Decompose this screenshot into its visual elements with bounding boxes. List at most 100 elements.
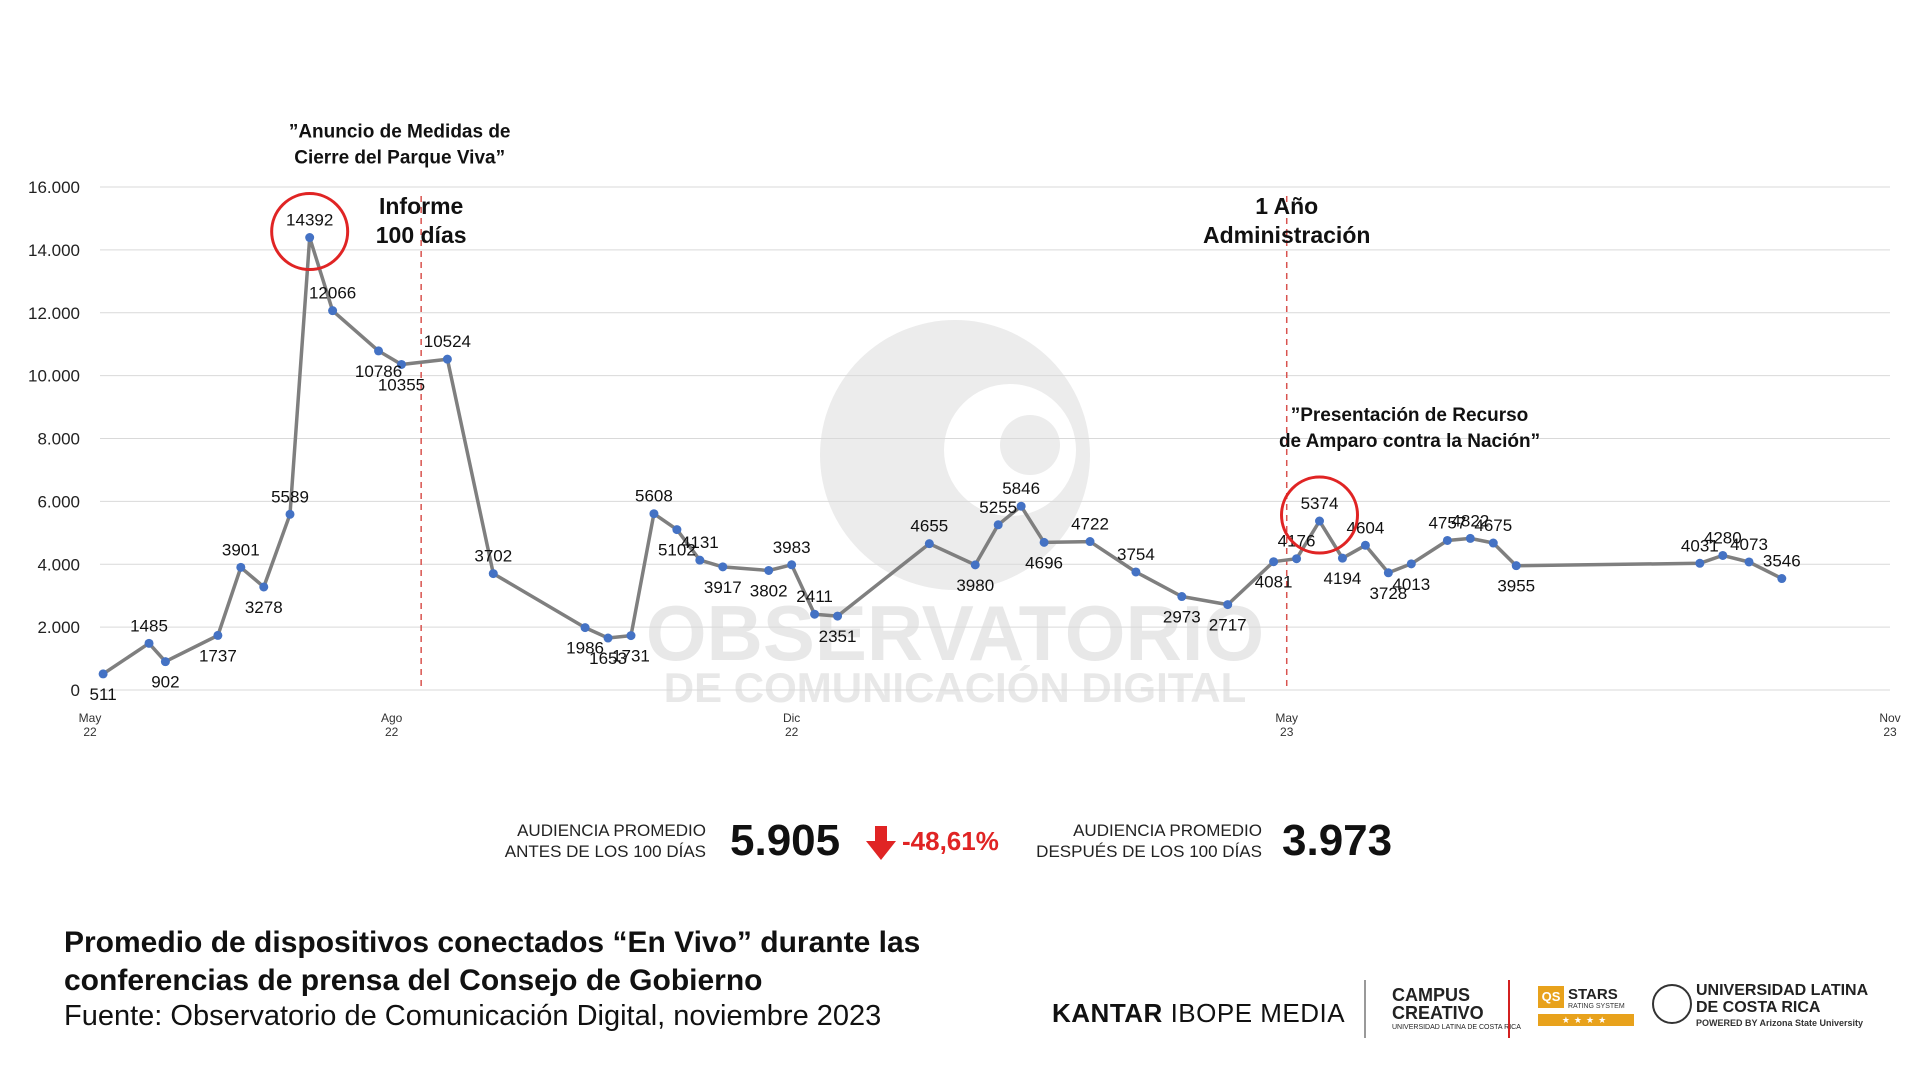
- data-label: 10786: [355, 362, 402, 381]
- data-point: [1406, 559, 1416, 569]
- data-point: [1511, 561, 1521, 571]
- stat-change: -48,61%: [902, 826, 999, 856]
- annotation-text: Cierre del Parque Viva”: [294, 148, 505, 169]
- data-label: 4081: [1255, 573, 1293, 592]
- data-point: [374, 346, 384, 356]
- annotation-text: ”Presentación de Recurso: [1291, 405, 1529, 426]
- data-point: [764, 565, 774, 575]
- data-point: [626, 631, 636, 641]
- data-label: 4280: [1704, 528, 1742, 547]
- y-axis-ticks: 0 2.000 4.000 6.000 8.000 10.000 12.000 14.000 1…: [28, 178, 80, 700]
- data-point: [213, 630, 223, 640]
- data-label: 1731: [612, 647, 650, 666]
- data-point: [305, 233, 315, 243]
- ulat-name: UNIVERSIDAD LATINA DE COSTA RICA: [1696, 982, 1868, 1016]
- campus-line2: CREATIVO: [1392, 1003, 1484, 1023]
- event-label: Administración: [1203, 222, 1370, 248]
- data-label: 3802: [750, 581, 788, 600]
- data-point: [285, 509, 295, 519]
- data-point: [1223, 600, 1233, 610]
- data-label: 4722: [1071, 515, 1109, 534]
- data-label: 3917: [704, 578, 742, 597]
- series-line: [102, 235, 1783, 676]
- data-label: 2351: [819, 627, 857, 646]
- data-label: 3728: [1369, 584, 1407, 603]
- data-label: 3278: [245, 598, 283, 617]
- watermark-line2: DE COMUNICACIÓN DIGITAL: [664, 663, 1247, 711]
- data-point: [1695, 558, 1705, 568]
- stat-before-value: 5.905: [730, 816, 841, 865]
- data-label: 1485: [130, 616, 168, 635]
- series-polyline: [102, 235, 1783, 676]
- data-label: 4757: [1428, 513, 1466, 532]
- data-label: 5608: [635, 487, 673, 506]
- data-label: 14392: [286, 211, 333, 230]
- data-label: 4013: [1392, 575, 1430, 594]
- data-point: [1718, 550, 1728, 560]
- data-point: [649, 509, 659, 519]
- data-point: [259, 582, 269, 592]
- campus-line3: UNIVERSIDAD LATINA DE COSTA RICA: [1392, 1024, 1521, 1031]
- data-label: 4194: [1324, 569, 1362, 588]
- qs-sub: RATING SYSTEM: [1568, 1003, 1625, 1010]
- data-point: [328, 306, 338, 316]
- data-labels: 511 1485 902 1737 3901 3278 5589 14392 12066 1078…: [90, 211, 1801, 704]
- data-point: [160, 657, 170, 667]
- globe-icon: [1652, 984, 1692, 1024]
- data-point: [1777, 574, 1787, 584]
- stat-after-label: AUDIENCIA PROMEDIO DESPUÉS DE LOS 100 DÍ…: [1030, 820, 1262, 862]
- kantar-logo: KANTAR IBOPE MEDIA: [1052, 998, 1345, 1029]
- data-label: 5589: [271, 487, 309, 506]
- stat-after-label-line2: DESPUÉS DE LOS 100 DÍAS: [1036, 842, 1262, 861]
- data-label: 4696: [1025, 553, 1063, 572]
- source-note: Fuente: Observatorio de Comunicación Dig…: [64, 1000, 882, 1032]
- data-point: [1269, 557, 1279, 567]
- data-label: 2717: [1209, 616, 1247, 635]
- x-tick-month: Nov: [1879, 711, 1900, 725]
- data-point: [1337, 553, 1347, 563]
- logo-divider-red: [1508, 980, 1510, 1038]
- data-label: 1986: [566, 639, 604, 658]
- data-label: 902: [151, 673, 179, 692]
- data-label: 4822: [1451, 511, 1489, 530]
- data-label: 3980: [956, 576, 994, 595]
- y-tick-label: 16.000: [28, 178, 80, 197]
- data-point: [1360, 540, 1370, 550]
- data-label: 2411: [796, 587, 833, 606]
- chart-caption: Promedio de dispositivos conectados “En …: [64, 924, 964, 1000]
- data-label: 3546: [1763, 552, 1801, 571]
- data-point: [1465, 533, 1475, 543]
- ulat-line1: UNIVERSIDAD LATINA: [1696, 982, 1869, 999]
- gridlines: [100, 186, 1890, 691]
- qs-text: STARS: [1568, 986, 1618, 1003]
- y-tick-label: 2.000: [37, 618, 80, 637]
- data-points: [98, 233, 1787, 679]
- annotation-text: ”Anuncio de Medidas de: [289, 122, 511, 143]
- data-point: [1315, 516, 1325, 526]
- stat-before-label-line1: AUDIENCIA PROMEDIO: [517, 821, 706, 840]
- y-tick-label: 14.000: [28, 241, 80, 260]
- data-point: [993, 520, 1003, 530]
- data-label: 10524: [424, 332, 471, 351]
- event-label: Informe: [379, 193, 463, 219]
- data-point: [442, 354, 452, 364]
- data-label: 1653: [589, 649, 627, 668]
- data-label: 511: [90, 685, 117, 704]
- x-tick-year: 23: [1280, 725, 1294, 739]
- data-label: 4073: [1730, 535, 1768, 554]
- data-label: 5255: [979, 498, 1017, 517]
- stat-after-value: 3.973: [1282, 816, 1393, 865]
- caption-line1: Promedio de dispositivos conectados “En …: [64, 926, 921, 959]
- data-label: 3983: [773, 538, 811, 557]
- data-label: 5102: [658, 541, 696, 560]
- campus-line1: CAMPUS: [1392, 985, 1471, 1005]
- data-point: [1131, 567, 1141, 577]
- x-tick-month: May: [79, 711, 102, 725]
- data-point: [787, 560, 797, 570]
- data-point: [396, 359, 406, 369]
- data-label: 4131: [681, 533, 719, 552]
- data-point: [1744, 557, 1754, 567]
- data-point: [833, 611, 843, 621]
- highlight-circle: [270, 192, 350, 272]
